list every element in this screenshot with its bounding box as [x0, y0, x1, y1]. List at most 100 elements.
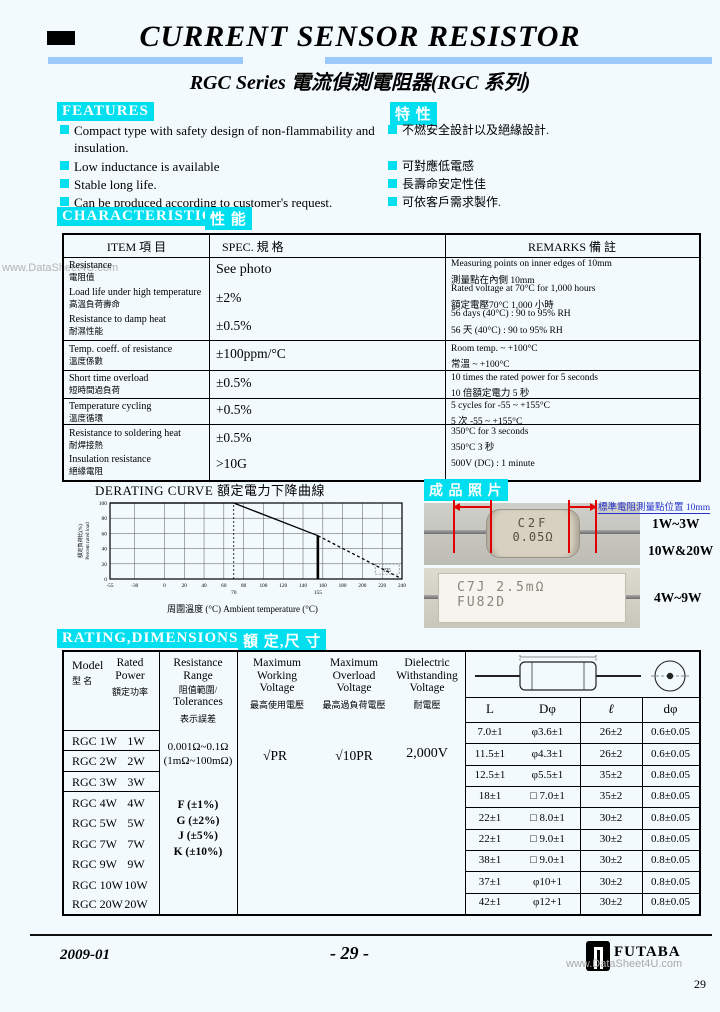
svg-text:100: 100 [99, 501, 108, 507]
power-cell: 1W [127, 734, 145, 748]
table-divider [64, 750, 159, 751]
dielectric-voltage-value: 2,000V [406, 746, 448, 761]
bullet-square-icon [388, 161, 397, 170]
feature-item-zh: 可依客戶需求製作. [402, 195, 502, 209]
resistor-dimension-diagram [475, 655, 689, 692]
dim-col-d: dφ [663, 701, 678, 716]
header-power-zh: 額定功率 [111, 687, 148, 697]
table-divider [64, 730, 159, 731]
char-remark: 500V (DC) : 1 minute [451, 459, 535, 469]
bullet-square-icon [388, 197, 397, 206]
table-divider [465, 697, 699, 698]
column-header-item: ITEM 項 目 [106, 240, 167, 254]
svg-text:0: 0 [104, 577, 107, 583]
char-spec: ±100ppm/°C [216, 346, 286, 361]
dim-l: 30±2 [599, 833, 623, 845]
svg-text:額定負荷比(%): 額定負荷比(%) [76, 524, 84, 558]
dim-D: □ 7.0±1 [530, 790, 565, 802]
characteristics-table: ITEM 項 目 SPEC. 規 格 REMARKS 備 註 Resistanc… [62, 233, 701, 482]
char-remark-zh: 測量點在內側 10mm [451, 276, 535, 286]
measurement-arrow-icon [570, 506, 592, 508]
dim-D: φ10+1 [532, 876, 563, 888]
table-divider [465, 765, 699, 766]
char-item: Short time overload [69, 373, 149, 384]
dim-l: 35±2 [599, 769, 623, 781]
svg-text:60: 60 [102, 531, 108, 537]
header-dielectric-voltage: Dielectric Withstanding Voltage [396, 657, 458, 694]
feature-item: Stable long life. [74, 177, 157, 192]
model-cell: RGC 5W [72, 816, 117, 830]
svg-text:0: 0 [163, 583, 166, 589]
dim-d: 0.6±0.05 [650, 748, 691, 760]
char-remark-zh: 10 倍額定電力 5 秒 [451, 389, 530, 399]
resistor-marking: C2F [517, 516, 549, 530]
overload-voltage-value: √10PR [335, 748, 373, 763]
page-number: 29 [694, 977, 706, 991]
bullet-square-icon [60, 161, 69, 170]
model-cell: RGC 3W [72, 775, 117, 789]
footer-rule [30, 934, 712, 936]
dim-d: 0.8±0.05 [650, 833, 691, 845]
svg-text:60: 60 [221, 583, 227, 589]
svg-text:70: 70 [231, 590, 237, 596]
dim-D: φ5.5±1 [531, 769, 564, 781]
futaba-logo-icon [586, 941, 610, 971]
table-divider [465, 786, 699, 787]
char-remark: 10 times the rated power for 5 seconds [451, 373, 598, 383]
char-spec: ±0.5% [216, 430, 252, 445]
dim-col-L: L [486, 701, 494, 716]
watermark-footer: www.DataSheet4U.com [566, 958, 683, 970]
dim-D: φ12+1 [532, 896, 563, 908]
header-overload-voltage-zh: 最高過負荷電壓 [322, 700, 386, 710]
model-cell: RGC 10W [72, 878, 123, 892]
table-divider [64, 771, 159, 772]
measurement-line [595, 500, 597, 553]
table-divider [465, 893, 699, 894]
char-remark-zh: 額定電壓70°C 1,000 小時 [451, 301, 554, 311]
dim-D: φ4.3±1 [531, 748, 564, 760]
model-cell: RGC 7W [72, 837, 117, 851]
dim-l: 26±2 [599, 726, 623, 738]
power-range-label: 1W~3W [652, 516, 700, 531]
svg-text:200: 200 [358, 583, 366, 589]
char-item-zh: 高溫負荷壽命 [69, 299, 121, 309]
resistor-marking: C7J 2.5mΩ [457, 580, 546, 595]
watermark-left: www.DataSheet4U.com [2, 262, 119, 274]
header-overload-voltage: Maximum Overload Voltage [330, 657, 378, 694]
tolerances-value: F (±1%) G (±2%) J (±5%) K (±10%) [173, 799, 223, 858]
photos-heading: 成 品 照 片 [424, 479, 508, 501]
measurement-arrow-icon [453, 503, 460, 511]
brand-name: FUTABA [614, 944, 681, 960]
svg-text:120: 120 [279, 583, 287, 589]
char-spec: ±2% [216, 290, 242, 305]
footer-page-label: - 29 - [330, 943, 369, 963]
measurement-arrow-icon [458, 506, 490, 508]
table-divider [465, 743, 699, 744]
page-subtitle: RGC Series 電流偵測電阻器(RGC 系列) [189, 72, 531, 94]
feature-item-zh: 長壽命安定性佳 [402, 177, 487, 191]
dim-l: 30±2 [599, 854, 623, 866]
column-header-spec: SPEC. 規 格 [222, 240, 284, 254]
svg-text:-30: -30 [131, 583, 138, 589]
char-item-zh: 絕緣電阻 [69, 466, 104, 476]
feature-item-zh: 可對應低電感 [402, 159, 475, 173]
dim-L: 38±1 [478, 854, 502, 866]
table-divider [237, 652, 238, 914]
table-divider [465, 722, 699, 723]
bullet-square-icon [60, 179, 69, 188]
bullet-square-icon [60, 125, 69, 134]
char-spec: ±0.5% [216, 318, 252, 333]
power-range-label: 10W&20W [648, 543, 714, 558]
svg-text:40: 40 [102, 547, 108, 553]
table-divider [209, 235, 210, 480]
dim-L: 7.0±1 [477, 726, 503, 738]
svg-text:100: 100 [259, 583, 267, 589]
char-spec: >10G [216, 456, 247, 471]
resistor-body: C7J 2.5mΩ FU82D [438, 573, 626, 623]
title-underline-right [325, 57, 712, 64]
working-voltage-value: √PR [263, 748, 287, 763]
measurement-line [490, 500, 492, 553]
char-item-zh: 耐焊接熱 [69, 440, 104, 450]
char-item-zh: 短時間過負荷 [69, 385, 121, 395]
